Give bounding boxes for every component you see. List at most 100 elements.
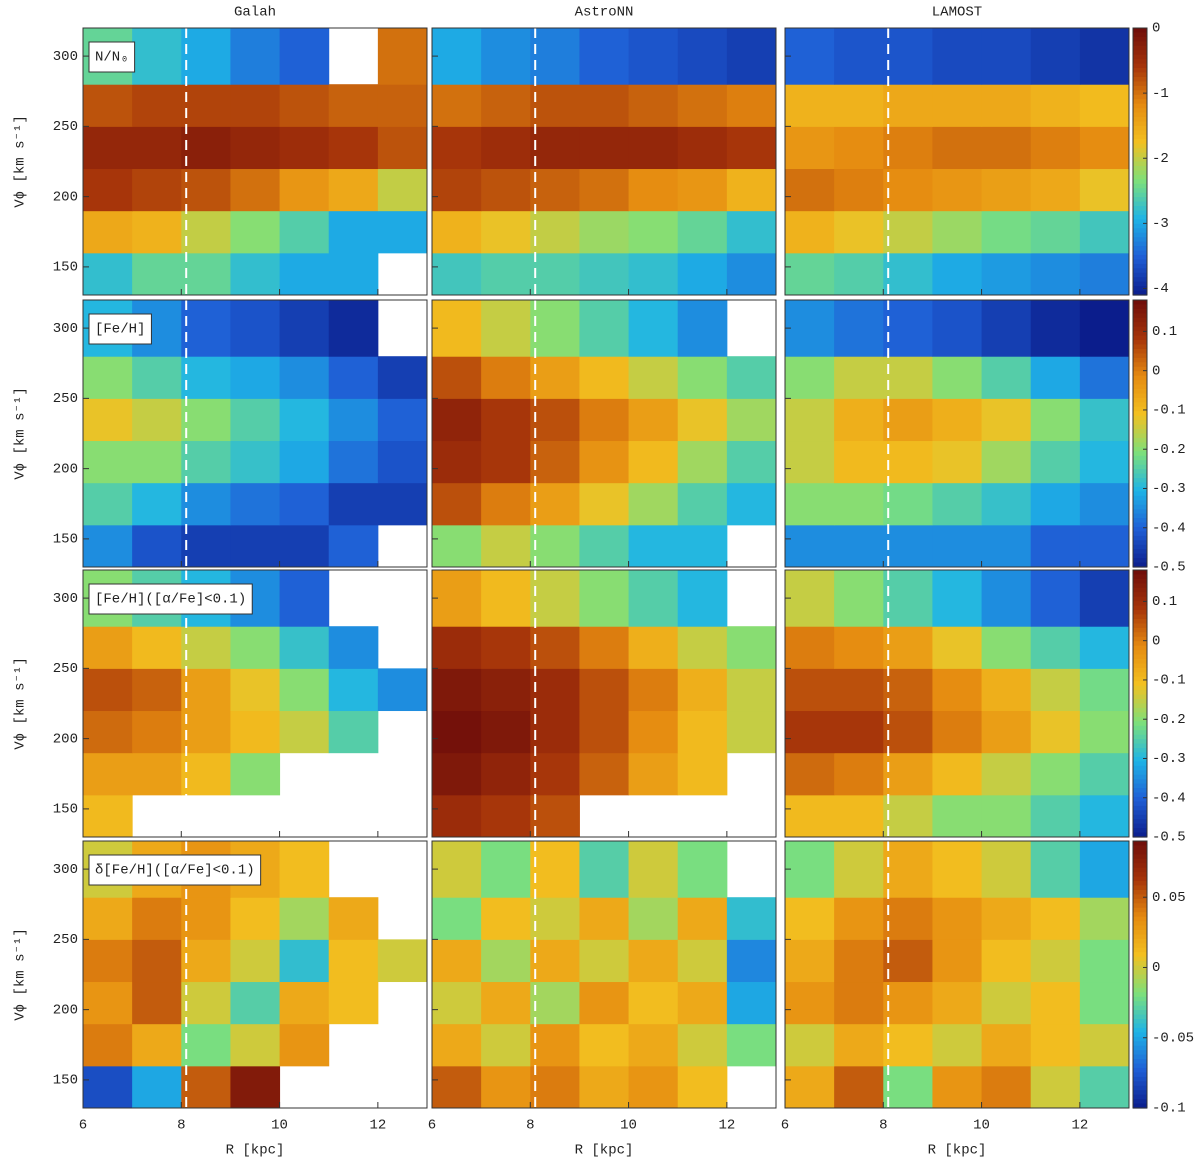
heatmap-cell [1079,482,1130,526]
heatmap-cell [628,897,679,940]
colorbar-swatch [1133,45,1147,51]
x-tick-label: 10 [271,1118,288,1134]
colorbar-tick-label: -0.5 [1152,830,1186,846]
heatmap-cell [432,482,482,526]
heatmap-cell [628,440,679,484]
colorbar-swatch [1133,699,1147,705]
panel-frame [431,27,777,296]
colorbar-tick-label: -4 [1152,281,1169,297]
heatmap-cell [279,1023,330,1067]
colorbar-swatch [1133,442,1147,448]
heatmap-cell [932,710,983,754]
heatmap-cell [785,897,835,940]
colorbar-swatch [1133,406,1147,412]
colorbar-swatch [1133,712,1147,718]
colorbar-swatch [1133,331,1147,337]
heatmap-cell [181,28,231,85]
heatmap-cell [726,440,777,484]
heatmap-cell [981,398,1032,442]
heatmap-cell [628,168,679,212]
heatmap-cell [834,168,884,212]
colorbar-swatch [1133,357,1147,363]
heatmap-cell [677,168,728,212]
colorbar-swatch [1133,845,1147,851]
heatmap-cell [677,626,728,669]
heatmap-cell [834,440,884,484]
heatmap-cell [834,1065,884,1109]
heatmap-cell [981,939,1032,983]
heatmap-cell [432,752,482,796]
heatmap-cell [1079,794,1130,838]
heatmap-cell [530,126,580,170]
colorbar-swatch [1133,63,1147,69]
y-tick-label: 250 [53,119,78,135]
colorbar-swatch [1133,460,1147,466]
heatmap-cell [579,210,630,254]
colorbar-swatch [1133,562,1147,568]
heatmap-cell [677,981,728,1025]
colorbar-swatch [1133,469,1147,475]
heatmap-cell [981,794,1032,838]
heatmap-cell [981,668,1032,712]
heatmap-cell [132,897,182,940]
heatmap-cell [981,210,1032,254]
heatmap-cell [785,668,835,712]
colorbar-swatch [1133,663,1147,669]
colorbar-swatch [1133,788,1147,794]
heatmap-cell [932,440,983,484]
heatmap-cell [785,939,835,983]
heatmap-cell [677,28,728,85]
colorbar-swatch [1133,1027,1147,1033]
colorbar-swatch [1133,451,1147,457]
heatmap-cell [230,84,281,127]
colorbar-swatch [1133,103,1147,109]
heatmap-cell [932,84,983,127]
colorbar-swatch [1133,761,1147,767]
x-tick-label: 10 [620,1118,637,1134]
colorbar-swatch [1133,1010,1147,1016]
colorbar-swatch [1133,792,1147,798]
heatmap-cell [181,126,231,170]
heatmap-cell [530,752,580,796]
heatmap-cell [230,356,281,399]
colorbar-swatch [1133,916,1147,922]
heatmap-cell [432,1065,482,1109]
heatmap-cell [132,252,182,296]
colorbar-swatch [1133,876,1147,882]
panel-label: [Fe/H]([α/Fe]<0.1) [88,583,253,615]
colorbar-swatch [1133,694,1147,700]
heatmap-cell [1079,570,1130,627]
heatmap-cell [83,897,133,940]
heatmap-cell [83,126,133,170]
heatmap-cell [530,794,580,838]
heatmap-cell [1079,752,1130,796]
heatmap-cell [530,210,580,254]
heatmap-cell [834,570,884,627]
colorbar-swatch [1133,610,1147,616]
heatmap-cell [230,981,281,1025]
heatmap-cell [785,482,835,526]
heatmap-cell [432,710,482,754]
colorbar-swatch [1133,326,1147,332]
colorbar-swatch [1133,161,1147,167]
heatmap-cell [677,752,728,796]
colorbar-swatch [1133,290,1147,296]
colorbar-tick-label: -0.3 [1152,751,1186,767]
heatmap-cell [834,897,884,940]
heatmap-cell [432,252,482,296]
heatmap-cell [834,482,884,526]
colorbar-swatch [1133,765,1147,771]
colorbar-swatch [1133,380,1147,386]
heatmap-cell [932,1023,983,1067]
heatmap-cell [432,939,482,983]
heatmap-cell [628,398,679,442]
colorbar-tick-label: -0.05 [1152,1030,1194,1046]
heatmap-cell [932,626,983,669]
heatmap-cell [279,210,330,254]
colorbar-swatch [1133,112,1147,118]
heatmap-cell [1079,626,1130,669]
colorbar-swatch [1133,947,1147,953]
colorbar-swatch [1133,522,1147,528]
heatmap-cell [530,398,580,442]
heatmap-cell [579,939,630,983]
